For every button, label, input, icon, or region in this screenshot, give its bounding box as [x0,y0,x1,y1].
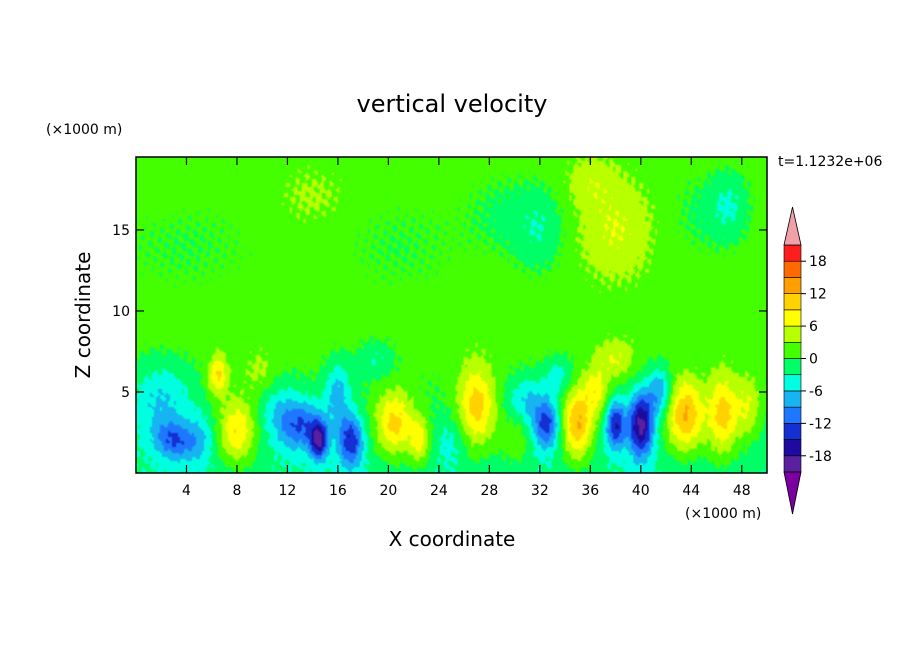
velocity-field [136,157,767,473]
x-tick-label: 20 [379,483,397,499]
colorbar-swatch [783,423,802,440]
colorbar-legend: -18 -12 -6 0 6 12 18 [783,206,832,515]
x-tick-label: 48 [733,483,751,499]
y-axis-label: Z coordinate [71,252,95,379]
colorbar-swatch [783,325,802,343]
colorbar-tick-label: -6 [809,384,823,400]
time-label: t=1.1232e+06 [778,154,882,170]
colorbar-swatch [783,309,802,327]
colorbar-swatch [783,390,802,408]
colorbar-swatch [783,455,802,473]
colorbar-tick-label: 6 [809,319,818,335]
colorbar-swatch [783,341,802,359]
colorbar-swatch [783,406,802,424]
x-unit-label: (×1000 m) [685,506,761,522]
colorbar-tick-label: 12 [809,287,827,303]
x-axis-label: X coordinate [389,527,516,551]
x-tick-label: 4 [182,483,191,499]
x-tick-label: 24 [430,483,448,499]
x-tick-label: 12 [279,483,297,499]
colorbar-tick-label: -18 [809,449,832,465]
y-axis: 5 10 15 [112,223,767,401]
y-tick-label: 15 [112,223,130,239]
colorbar-over-arrow [783,206,802,246]
colorbar-swatch [783,277,802,294]
y-tick-label: 5 [121,385,130,401]
colorbar-under-arrow [783,471,802,515]
colorbar-tick-label: 18 [809,254,827,270]
colorbar-swatch [783,260,802,278]
colorbar-tick-label: 0 [809,352,818,368]
y-tick-label: 10 [112,304,130,320]
x-tick-label: 8 [232,483,241,499]
chart-title: vertical velocity [357,90,548,118]
x-tick-label: 16 [329,483,347,499]
colorbar-swatch [783,374,802,392]
x-tick-label: 44 [682,483,700,499]
x-tick-label: 36 [581,483,599,499]
colorbar-swatch [783,244,802,262]
plot-border [135,156,768,474]
y-unit-label: (×1000 m) [46,122,122,138]
colorbar-swatch [783,358,802,376]
x-tick-label: 28 [480,483,498,499]
x-axis: 4 8 12 16 20 24 28 32 36 40 44 48 [182,157,751,499]
x-tick-label: 32 [531,483,549,499]
colorbar-swatch [783,439,802,457]
plot-area [135,156,768,474]
x-tick-label: 40 [632,483,650,499]
colorbar-swatch [783,293,802,311]
colorbar-tick-label: -12 [809,416,832,432]
